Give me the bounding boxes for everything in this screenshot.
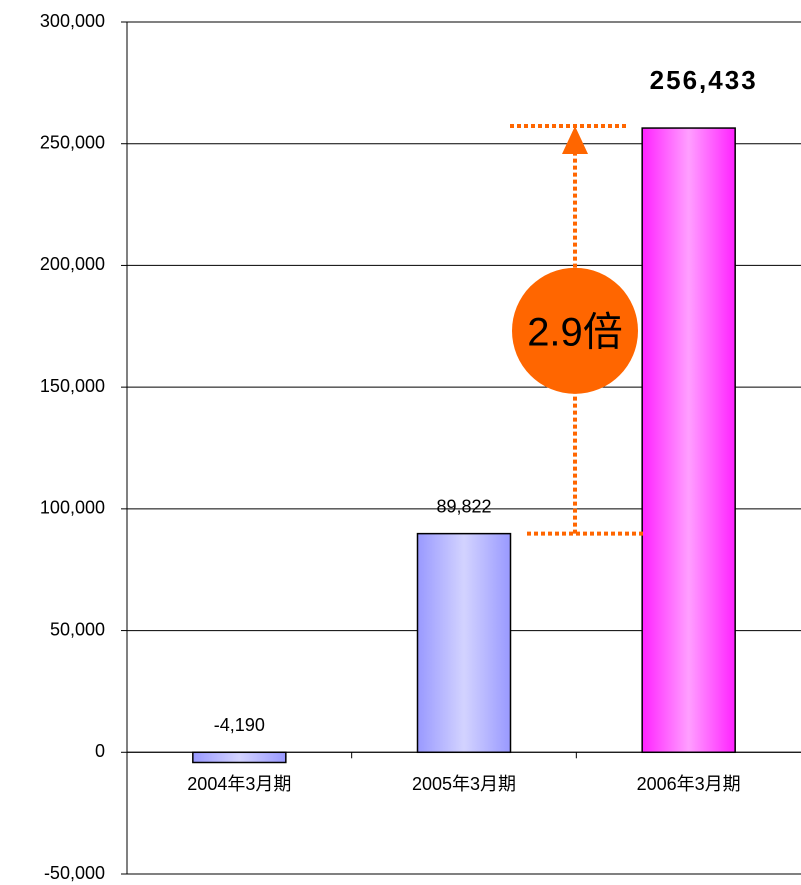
y-tick-label: 50,000 <box>50 619 105 639</box>
value-label: 89,822 <box>436 496 491 516</box>
y-tick-label: 100,000 <box>40 498 105 518</box>
value-label: 256,433 <box>650 65 758 95</box>
annotation-circle <box>512 267 638 394</box>
y-tick-label: -50,000 <box>44 863 105 883</box>
bar <box>641 127 736 754</box>
y-tick-label: 0 <box>95 741 105 761</box>
y-tick-label: 200,000 <box>40 254 105 274</box>
x-tick-label: 2005年3月期 <box>412 774 516 794</box>
bar <box>192 751 287 764</box>
y-tick-label: 150,000 <box>40 376 105 396</box>
x-tick-label: 2004年3月期 <box>187 774 291 794</box>
value-label: -4,190 <box>214 715 265 735</box>
arrow-head <box>562 126 588 155</box>
bar <box>416 532 512 754</box>
x-tick-label: 2006年3月期 <box>637 774 741 794</box>
annotation: 2.9倍 <box>527 310 623 354</box>
y-tick-label: 250,000 <box>40 132 105 152</box>
y-tick-label: 300,000 <box>40 11 105 31</box>
